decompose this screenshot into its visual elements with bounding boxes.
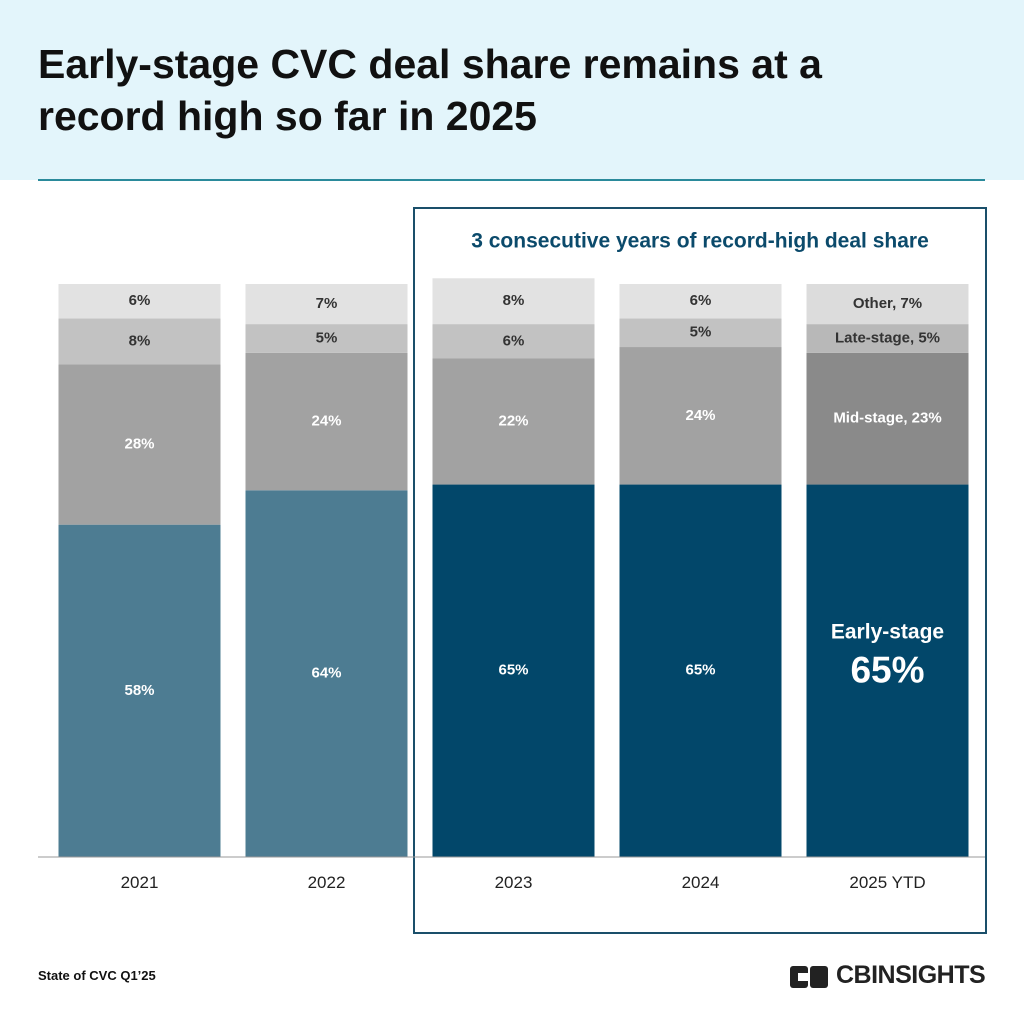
value-label: 5% xyxy=(316,329,338,346)
x-tick-label: 2025 YTD xyxy=(849,873,926,892)
bar-segment xyxy=(619,284,782,319)
annotation: 3 consecutive years of record-high deal … xyxy=(471,230,929,253)
header-band xyxy=(0,0,1024,180)
chart-title: Early-stage CVC deal share remains at a … xyxy=(38,41,822,139)
series-segment: Late-stage xyxy=(806,324,969,353)
series-segment: Other xyxy=(806,284,969,325)
series-segment: Early-stage xyxy=(619,484,782,857)
value-label: 58% xyxy=(124,682,154,699)
series-segment: Other xyxy=(245,284,408,325)
bar-segment xyxy=(432,278,595,325)
bar-segment xyxy=(432,358,595,485)
value-label: 24% xyxy=(685,407,715,424)
bar-segment xyxy=(58,364,221,525)
bar-segment xyxy=(806,352,969,485)
value-label: 24% xyxy=(311,412,341,429)
value-label: 7% xyxy=(316,295,338,312)
series-segment: Other xyxy=(58,284,221,319)
bar-segment xyxy=(806,324,969,353)
series-segment: Mid-stage xyxy=(432,358,595,485)
value-label: 65% xyxy=(498,662,528,679)
x-tick-label: 2022 xyxy=(307,873,346,892)
bar-segment xyxy=(245,284,408,325)
logo: CBINSIGHTS xyxy=(836,961,986,989)
series-segment: Early-stage xyxy=(245,490,408,857)
series-segment: Late-stage xyxy=(245,324,408,353)
value-label: 65% xyxy=(850,650,924,691)
bar-segment xyxy=(245,490,408,857)
series-segment: Late-stage xyxy=(619,318,782,348)
value-label: 5% xyxy=(690,324,712,341)
bar-segment xyxy=(58,318,221,365)
value-label: 8% xyxy=(503,292,525,309)
series-segment: Late-stage xyxy=(432,324,595,359)
bar-segment xyxy=(245,352,408,491)
bar-segment xyxy=(432,324,595,359)
series-segment: Early-stage xyxy=(806,484,969,857)
highlight-box xyxy=(413,207,987,934)
value-label: 6% xyxy=(129,292,151,309)
bar-segment xyxy=(432,484,595,857)
x-tick-label: 2023 xyxy=(494,873,533,892)
bar-segment xyxy=(619,318,782,348)
value-label: 8% xyxy=(129,332,151,349)
series-label: Early-stage xyxy=(831,620,944,643)
bar-segment xyxy=(58,284,221,319)
series-segment: Other xyxy=(432,278,595,325)
value-label: 22% xyxy=(498,412,528,429)
bar-segment xyxy=(806,484,969,857)
bar-segment xyxy=(245,324,408,353)
series-segment: Mid-stage xyxy=(619,347,782,485)
series-segment: Late-stage xyxy=(58,318,221,365)
value-label: Late-stage, 5% xyxy=(835,329,940,346)
series-segment: Mid-stage xyxy=(58,364,221,525)
series-segment: Early-stage xyxy=(432,484,595,857)
series-segment: Other xyxy=(619,284,782,319)
bar-segment xyxy=(58,524,221,857)
logo-icon xyxy=(790,966,828,988)
value-label: 64% xyxy=(311,665,341,682)
value-label: 6% xyxy=(503,332,525,349)
x-tick-label: 2024 xyxy=(681,873,720,892)
x-tick-label: 2021 xyxy=(120,873,159,892)
series-segment: Mid-stage xyxy=(806,352,969,485)
value-label: Mid-stage, 23% xyxy=(833,410,941,427)
bar-segment xyxy=(619,484,782,857)
value-label: 65% xyxy=(685,662,715,679)
value-label: 28% xyxy=(124,435,154,452)
bar-segment xyxy=(619,347,782,485)
source: State of CVC Q1’25 xyxy=(38,968,156,983)
value-label: 6% xyxy=(690,292,712,309)
series-segment: Mid-stage xyxy=(245,352,408,491)
bar-segment xyxy=(806,284,969,325)
value-label: Other, 7% xyxy=(853,295,922,312)
series-segment: Early-stage xyxy=(58,524,221,857)
